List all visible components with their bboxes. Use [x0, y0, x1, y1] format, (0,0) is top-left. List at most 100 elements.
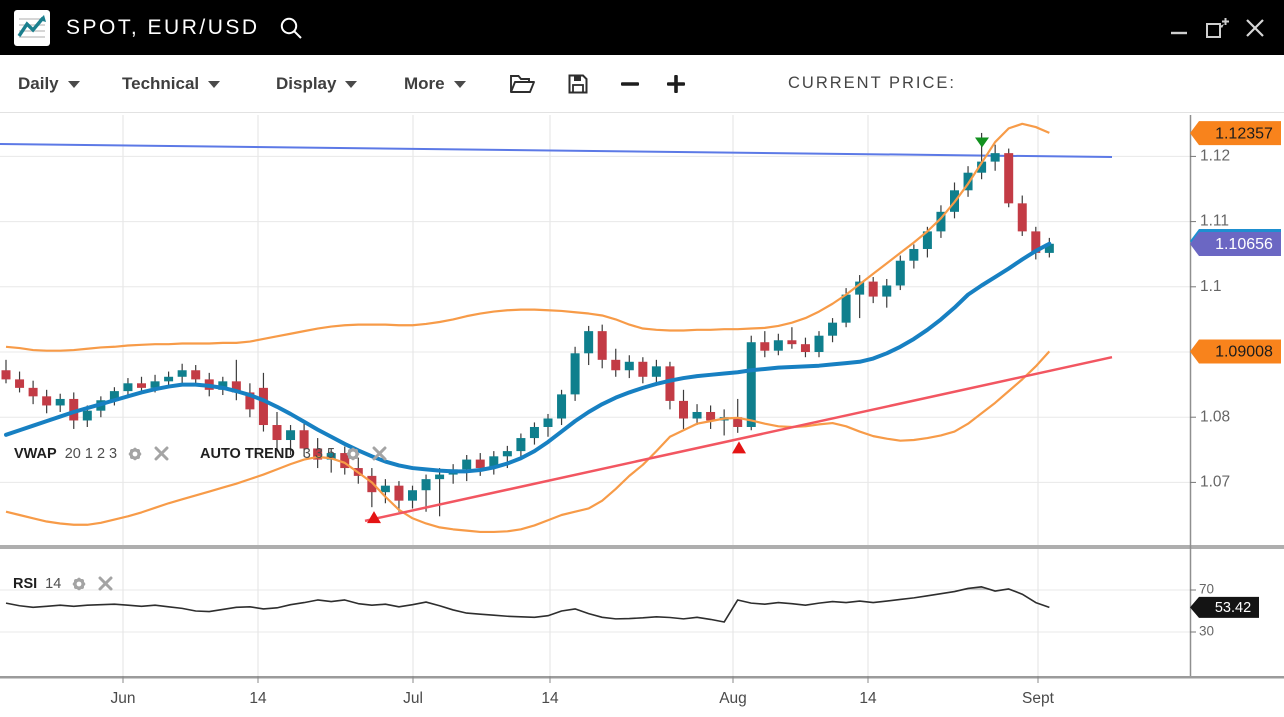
support-trendline[interactable] [364, 355, 1113, 523]
candle-body-up[interactable] [963, 172, 973, 191]
candle-body-down[interactable] [394, 485, 404, 501]
candle-body-up[interactable] [164, 376, 174, 382]
minimize-button[interactable] [1160, 9, 1198, 47]
candle-body-up[interactable] [828, 322, 838, 336]
candle-body-up[interactable] [922, 231, 932, 249]
candle-body-up[interactable] [990, 153, 1000, 162]
autotrend-settings-button[interactable] [343, 444, 362, 463]
candle-body-up[interactable] [855, 281, 865, 295]
candle-body-up[interactable] [421, 479, 431, 491]
time-axis-line[interactable] [0, 676, 1284, 679]
candle-body-up[interactable] [570, 353, 580, 395]
menu-more[interactable]: More [404, 55, 466, 112]
candle-body-down[interactable] [272, 425, 282, 441]
candle-body-up[interactable] [408, 490, 417, 501]
zoom-in-button[interactable] [660, 69, 692, 99]
candle-body-down[interactable] [258, 387, 268, 426]
candle-body-down[interactable] [597, 331, 607, 360]
candle-body-up[interactable] [516, 438, 526, 452]
candle-body-up[interactable] [435, 474, 445, 480]
candle-body-down[interactable] [137, 383, 146, 388]
close-button[interactable] [1236, 9, 1274, 47]
candle-body-down[interactable] [15, 379, 25, 388]
candle-body-up[interactable] [489, 456, 499, 469]
candle-body-down[interactable] [299, 430, 309, 449]
candle-body-down[interactable] [313, 448, 323, 460]
candle-body-up[interactable] [624, 361, 634, 371]
upper-band-line[interactable] [5, 122, 1050, 352]
candle-body-up[interactable] [557, 394, 567, 419]
pane-resize-handle[interactable] [0, 545, 1284, 549]
candle-body-up[interactable] [773, 340, 783, 351]
candle-body-down[interactable] [28, 387, 38, 397]
candle-body-up[interactable] [502, 451, 512, 457]
candle-body-down[interactable] [69, 398, 79, 421]
candle-body-up[interactable] [109, 391, 119, 401]
search-button[interactable] [274, 11, 308, 45]
candle-body-up[interactable] [529, 426, 539, 439]
menu-interval[interactable]: Daily [18, 55, 80, 112]
candle-body-up[interactable] [651, 366, 661, 377]
vwap-line[interactable] [4, 241, 1052, 474]
candle-body-up[interactable] [286, 430, 296, 441]
candle-body-up[interactable] [177, 370, 187, 377]
candle-body-down[interactable] [1004, 153, 1014, 204]
vwap-settings-button[interactable] [125, 444, 144, 463]
candle-body-up[interactable] [746, 342, 756, 427]
candle-body-up[interactable] [814, 335, 824, 352]
candle-body-up[interactable] [584, 331, 594, 354]
candle-body-up[interactable] [936, 211, 946, 232]
candle-body-up[interactable] [218, 381, 228, 390]
candle-body-up[interactable] [1044, 243, 1054, 253]
candle-body-up[interactable] [462, 459, 472, 470]
rsi-remove-button[interactable] [96, 574, 115, 593]
vwap-remove-button[interactable] [152, 444, 171, 463]
candle-body-down[interactable] [340, 453, 350, 469]
popout-button[interactable] [1198, 9, 1236, 47]
candle-body-down[interactable] [787, 340, 797, 345]
candle-body-down[interactable] [679, 400, 688, 419]
candle-body-down[interactable] [706, 411, 716, 421]
candle-body-down[interactable] [760, 342, 770, 351]
candle-body-up[interactable] [150, 381, 160, 388]
candle-body-down[interactable] [638, 361, 648, 377]
candle-body-up[interactable] [977, 161, 987, 173]
candle-body-up[interactable] [882, 285, 892, 297]
candle-body-down[interactable] [611, 359, 621, 371]
menu-technical[interactable]: Technical [122, 55, 221, 112]
candle-body-down[interactable] [42, 396, 52, 406]
zoom-out-button[interactable] [614, 69, 646, 99]
candle-body-up[interactable] [326, 453, 336, 460]
save-layout-button[interactable] [562, 69, 594, 99]
candle-body-down[interactable] [1031, 231, 1041, 253]
candle-body-up[interactable] [55, 398, 65, 406]
candle-body-up[interactable] [82, 410, 92, 421]
resistance-trendline[interactable] [0, 143, 1113, 159]
candle-body-down[interactable] [245, 392, 255, 410]
candle-body-up[interactable] [909, 248, 919, 261]
candle-body-down[interactable] [475, 459, 485, 469]
candle-body-up[interactable] [895, 260, 905, 286]
candle-body-down[interactable] [868, 281, 878, 297]
candle-body-down[interactable] [800, 344, 810, 352]
candle-body-down[interactable] [665, 366, 675, 401]
x-axis-label: Jul [403, 690, 423, 707]
candle-body-down[interactable] [1017, 203, 1027, 232]
candle-body-down[interactable] [367, 475, 377, 493]
candle-body-down[interactable] [733, 417, 743, 427]
rsi-settings-button[interactable] [69, 574, 88, 593]
candle-body-down[interactable] [191, 370, 201, 380]
candle-body-down[interactable] [1, 370, 11, 380]
candle-body-up[interactable] [543, 418, 553, 427]
menu-display[interactable]: Display [276, 55, 358, 112]
candle-body-up[interactable] [841, 294, 851, 323]
lower-band-line[interactable] [5, 350, 1051, 534]
rsi-line[interactable] [5, 586, 1050, 623]
candle-body-up[interactable] [692, 411, 702, 419]
candle-body-up[interactable] [380, 485, 390, 493]
candle-body-down[interactable] [231, 381, 241, 393]
autotrend-remove-button[interactable] [370, 444, 389, 463]
candle-body-up[interactable] [123, 383, 133, 392]
open-layout-button[interactable] [506, 69, 538, 99]
price-chart[interactable]: 1.12 1.11 1.1 1.08 1.07 70 30 Jun 14 Jul 14 Aug 14 Se… [0, 113, 1284, 717]
